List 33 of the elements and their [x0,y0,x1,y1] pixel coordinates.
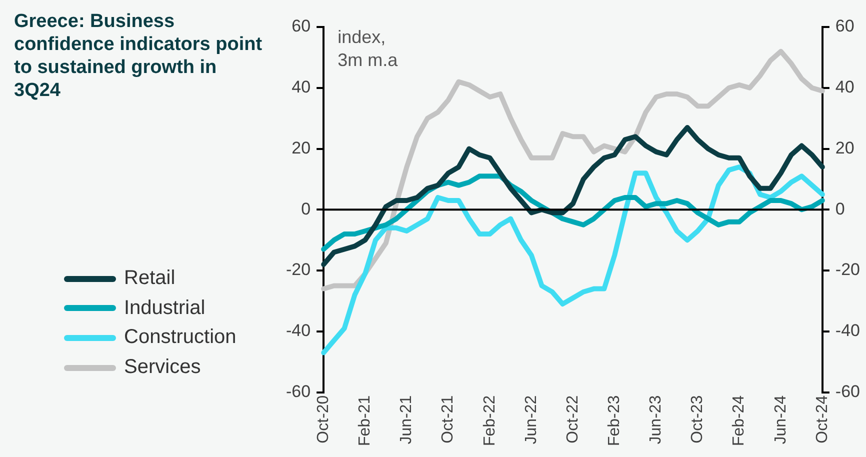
legend-label: Services [124,356,201,380]
x-tick-label: Feb-24 [730,395,748,446]
y-tick-label: -60 [286,382,311,401]
x-tick-label: Oct-20 [314,395,332,444]
text: Greece: Business confidence indicators point to sustained growth in 3Q24 [14,10,264,102]
legend-label: Retail [124,267,176,290]
x-tick-label: Oct-24 [814,395,831,444]
y-tick-label: 20 [292,138,311,158]
y-tick-label: -40 [286,321,311,340]
y-tick-label: 60 [292,16,311,36]
y-tick-label: 40 [292,78,311,97]
y-tick-label: 0 [301,199,311,218]
y2-tick-label: -20 [835,260,860,280]
x-tick-label: Jun-21 [398,395,416,444]
y2-tick-label: 60 [835,16,854,36]
annotation: index, 3m m.a [338,26,399,70]
x-tick-label: Jun-22 [522,395,540,444]
legend-label: Industrial [124,296,206,320]
legend-label: Construction [124,326,236,350]
y2-tick-label: -60 [835,382,860,401]
x-tick-label: Jun-24 [772,395,790,444]
x-tick-label: Feb-22 [481,395,498,446]
y2-tick-label: 40 [835,78,854,97]
x-tick-label: Oct-21 [440,395,457,444]
y2-tick-label: 0 [835,199,845,218]
x-tick-label: Jun-23 [648,395,665,444]
x-tick-label: Feb-21 [356,395,374,446]
y2-tick-label: 20 [835,138,854,158]
y-tick-label: -20 [286,260,311,280]
x-tick-label: Oct-23 [689,395,706,444]
x-tick-label: Oct-22 [564,395,582,444]
y2-tick-label: -40 [835,321,860,340]
x-tick-label: Feb-23 [606,395,623,446]
